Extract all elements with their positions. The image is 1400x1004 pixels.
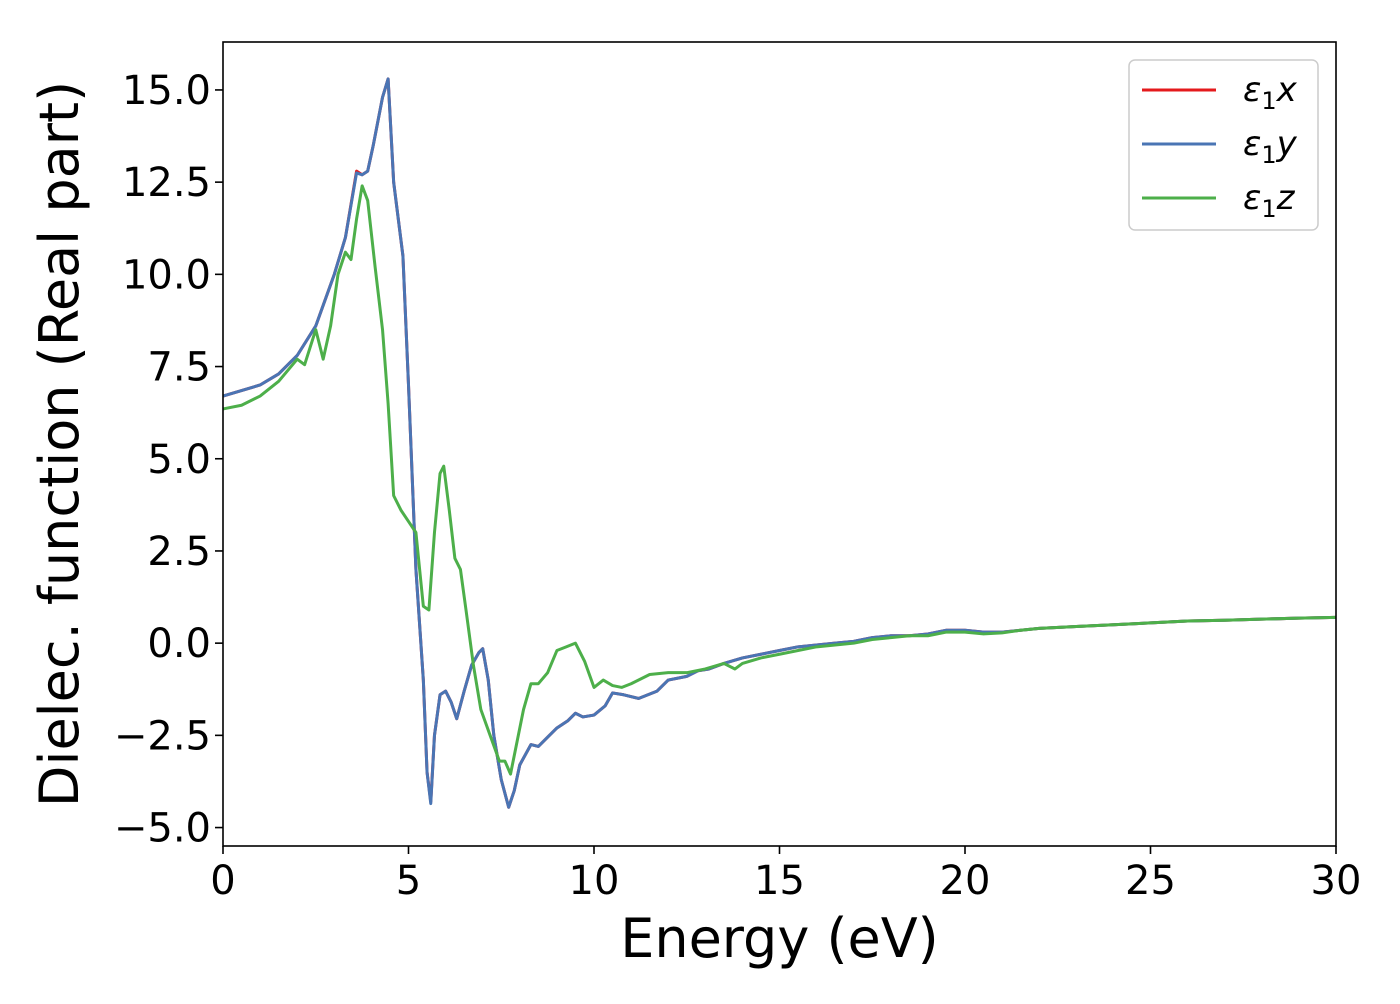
legend-entry-x: ε1x <box>1142 70 1298 115</box>
y-tick-label: 5.0 <box>147 437 211 483</box>
y-tick-label: 10.0 <box>122 252 211 298</box>
series-line-y <box>222 77 1337 809</box>
x-axis-ticks: 0 5 10 15 20 25 30 <box>210 846 1361 904</box>
x-axis-label: Energy (eV) <box>620 907 939 970</box>
x-tick-label: 30 <box>1311 858 1362 904</box>
y-tick-label: 2.5 <box>147 529 211 575</box>
x-tick-label: 10 <box>569 858 620 904</box>
legend-entry-y: ε1y <box>1142 124 1298 169</box>
x-tick-label: 25 <box>1125 858 1176 904</box>
legend-entry-z: ε1z <box>1142 178 1296 223</box>
y-axis-label: Dielec. function (Real part) <box>28 81 91 807</box>
x-tick-label: 5 <box>396 858 421 904</box>
series-line-z <box>222 184 1337 776</box>
y-axis-ticks: −5.0 −2.5 0.0 2.5 5.0 7.5 10.0 12.5 15.0 <box>114 68 223 852</box>
y-tick-label: 12.5 <box>122 160 211 206</box>
x-tick-label: 15 <box>754 858 805 904</box>
legend-label: ε1x <box>1243 70 1298 115</box>
x-tick-label: 20 <box>940 858 991 904</box>
legend-label: ε1z <box>1243 178 1296 223</box>
legend-box <box>1128 59 1319 231</box>
y-tick-label: −5.0 <box>114 806 211 852</box>
y-tick-label: −2.5 <box>114 713 211 759</box>
y-tick-label: 15.0 <box>122 68 211 114</box>
legend: ε1x ε1y ε1z <box>1128 59 1319 231</box>
legend-label: ε1y <box>1243 124 1298 169</box>
series-layer <box>222 77 1337 809</box>
y-tick-label: 7.5 <box>147 345 211 391</box>
y-tick-label: 0.0 <box>147 621 211 667</box>
x-tick-label: 0 <box>210 858 235 904</box>
